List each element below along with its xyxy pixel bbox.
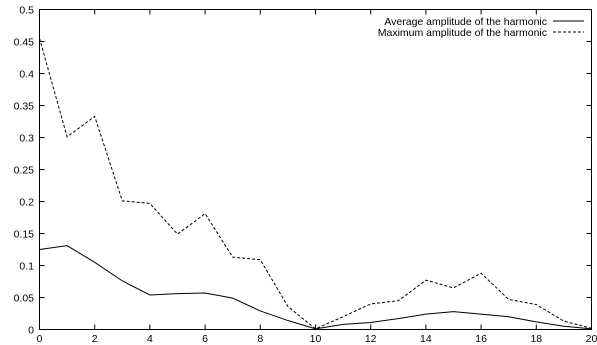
plot-frame xyxy=(39,9,592,330)
series-lines xyxy=(39,38,592,330)
y-tick-label: 0.3 xyxy=(19,133,34,145)
series-line-1 xyxy=(39,245,592,330)
x-tick-label: 2 xyxy=(92,333,98,345)
x-tick-label: 12 xyxy=(365,333,377,345)
x-tick-label: 4 xyxy=(147,333,153,345)
x-tick-label: 18 xyxy=(530,333,542,345)
x-tick-label: 10 xyxy=(310,333,322,345)
series-line-2 xyxy=(39,38,592,330)
y-tick-label: 0.35 xyxy=(14,101,35,113)
y-tick-label: 0.1 xyxy=(19,261,34,273)
y-tick-label: 0.5 xyxy=(19,5,34,17)
legend: Average amplitude of the harmonicMaximum… xyxy=(378,16,584,39)
y-tick-label: 0.25 xyxy=(14,165,35,177)
axis-ticks: 0 2 4 6 8 10 12 14 16 18 20 0 0.05 0.1 0.15 0.2 0.25 0.3 0… xyxy=(14,5,597,345)
x-tick-label: 14 xyxy=(420,333,432,345)
y-tick-label: 0.4 xyxy=(19,69,34,81)
x-tick-label: 6 xyxy=(202,333,208,345)
legend-label-1: Average amplitude of the harmonic xyxy=(384,16,547,28)
y-tick-label: 0 xyxy=(28,325,34,337)
y-tick-label: 0.05 xyxy=(14,293,35,305)
y-tick-label: 0.15 xyxy=(14,229,35,241)
x-tick-label: 16 xyxy=(475,333,487,345)
legend-label-2: Maximum amplitude of the harmonic xyxy=(378,27,547,39)
x-tick-label: 20 xyxy=(586,333,597,345)
x-tick-label: 0 xyxy=(37,333,43,345)
y-tick-label: 0.2 xyxy=(19,197,34,209)
y-tick-label: 0.45 xyxy=(14,37,35,49)
x-tick-label: 8 xyxy=(257,333,263,345)
